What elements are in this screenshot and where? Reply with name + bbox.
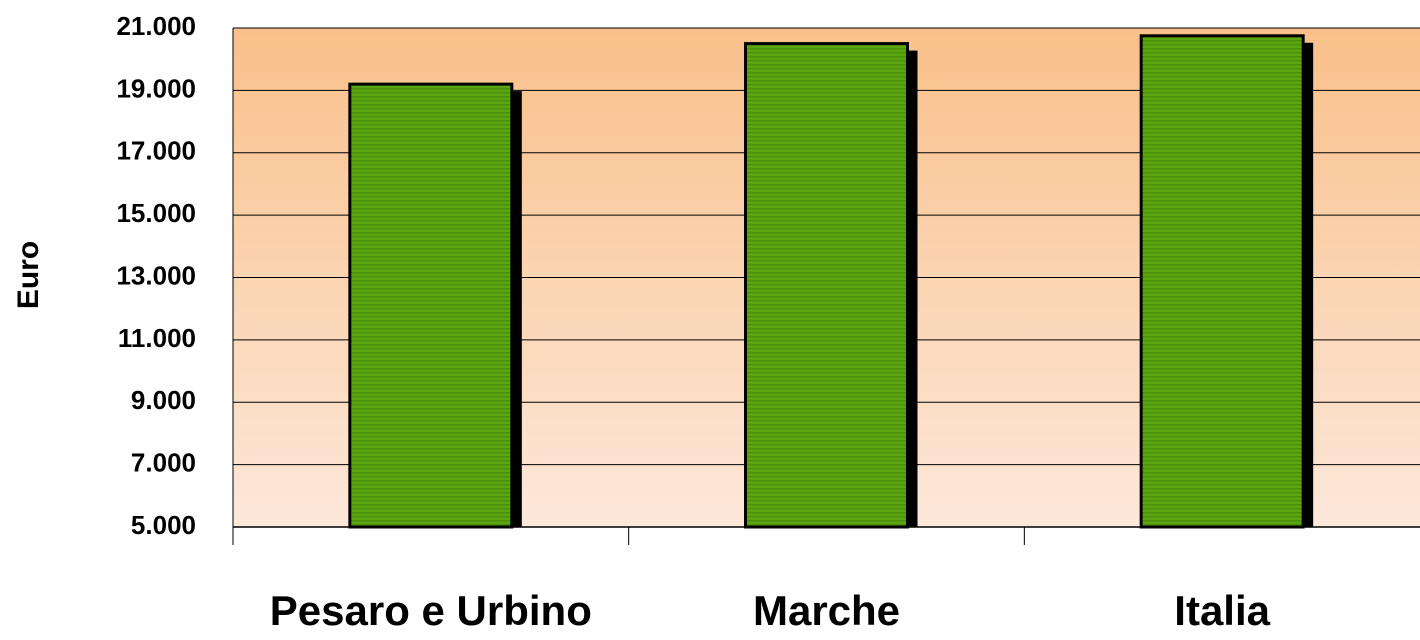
y-tick-label: 19.000 — [116, 73, 196, 103]
y-tick-label: 17.000 — [116, 136, 196, 166]
bar — [1139, 34, 1305, 529]
bar — [744, 42, 909, 529]
x-tick-label: Italia — [1174, 587, 1270, 634]
y-tick-label: 5.000 — [131, 510, 196, 540]
bar — [348, 82, 514, 529]
y-tick-label: 7.000 — [131, 448, 196, 478]
y-tick-label: 13.000 — [116, 260, 196, 290]
y-tick-label: 21.000 — [116, 11, 196, 41]
x-tick-label: Marche — [753, 587, 900, 634]
y-tick-label: 15.000 — [116, 198, 196, 228]
y-axis-label: Euro — [12, 241, 45, 309]
x-tick-label: Pesaro e Urbino — [270, 587, 592, 634]
y-tick-label: 9.000 — [131, 385, 196, 415]
y-tick-label: 11.000 — [118, 323, 196, 353]
